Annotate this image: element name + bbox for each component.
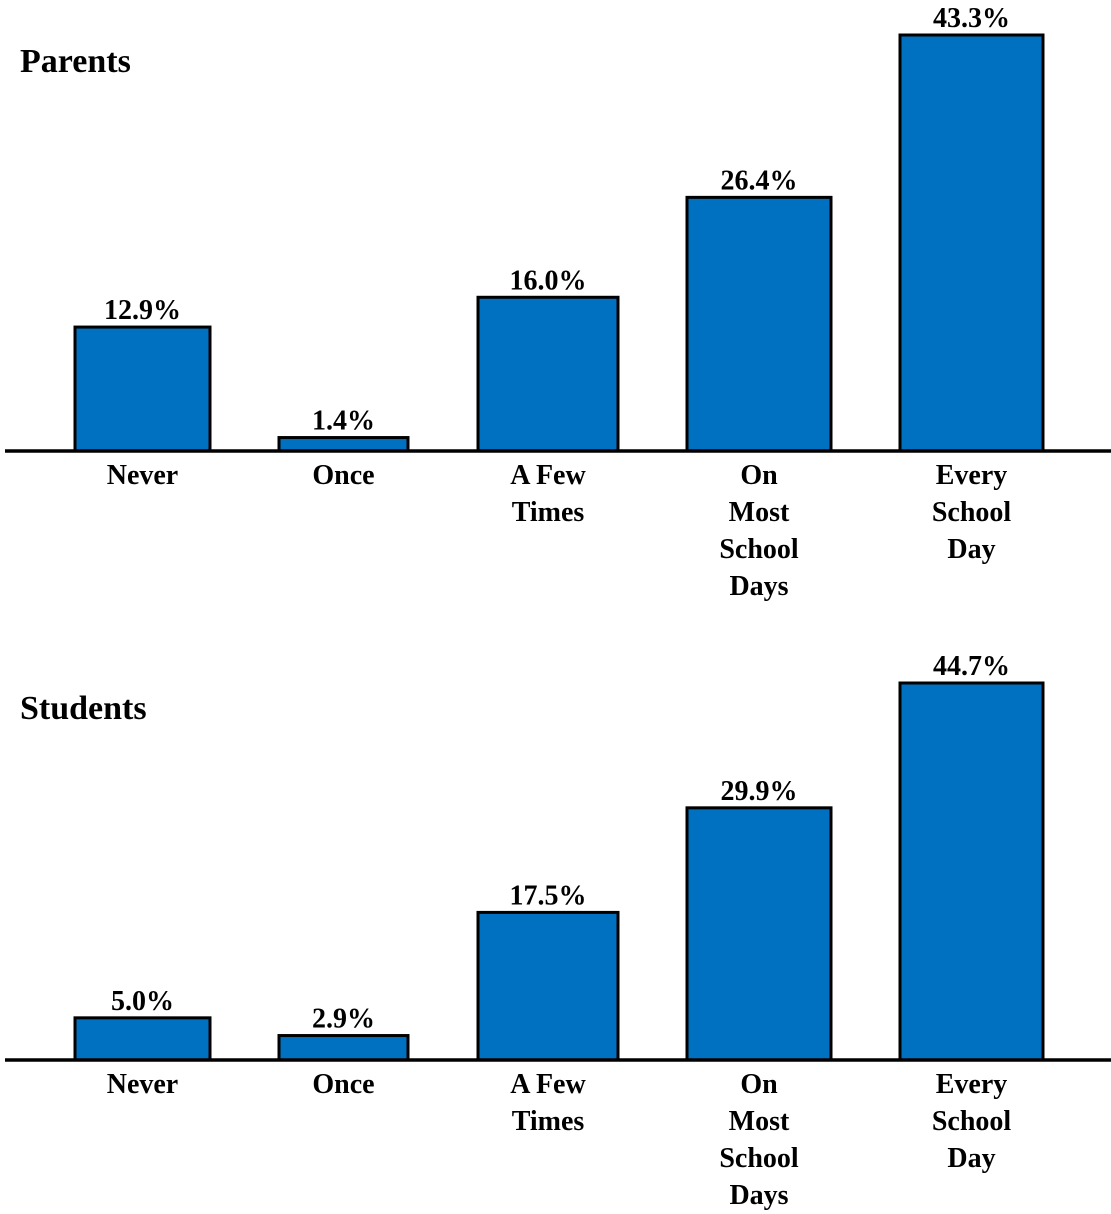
data-label: 5.0% <box>111 986 174 1017</box>
bar <box>73 1016 212 1062</box>
x-tick-label: Times <box>512 497 585 528</box>
x-tick-label: A Few <box>510 1069 586 1100</box>
bar <box>685 806 833 1062</box>
x-tick-label: School <box>719 1143 799 1174</box>
data-label: 1.4% <box>312 406 375 437</box>
data-label: 16.0% <box>510 265 587 296</box>
x-tick-label: School <box>932 1106 1012 1137</box>
bar <box>73 325 212 453</box>
x-tick-label: School <box>719 534 799 565</box>
panel-title: Parents <box>20 43 131 80</box>
x-tick-label: School <box>932 497 1012 528</box>
x-tick-label: A Few <box>510 460 586 491</box>
x-tick-label: Once <box>312 460 374 491</box>
data-label: 12.9% <box>104 295 181 326</box>
x-tick-label: Never <box>107 460 179 491</box>
x-tick-label: Most <box>729 1106 790 1137</box>
data-label: 44.7% <box>933 651 1010 682</box>
data-label: 26.4% <box>721 165 798 196</box>
bar <box>476 910 620 1062</box>
x-tick-label: Times <box>512 1106 585 1137</box>
bar <box>898 681 1045 1062</box>
bar <box>277 1034 410 1062</box>
data-label: 29.9% <box>721 776 798 807</box>
x-tick-label: Never <box>107 1069 179 1100</box>
x-tick-label: On <box>740 460 778 491</box>
data-label: 2.9% <box>312 1004 375 1035</box>
x-tick-label: On <box>740 1069 778 1100</box>
bar <box>476 295 620 453</box>
x-tick-label: Most <box>729 497 790 528</box>
bar <box>277 436 410 453</box>
x-tick-label: Days <box>729 571 788 602</box>
x-tick-label: Day <box>947 534 995 565</box>
bar <box>685 195 833 453</box>
data-label: 17.5% <box>510 880 587 911</box>
x-tick-label: Days <box>729 1180 788 1211</box>
x-tick-label: Every <box>936 460 1008 491</box>
data-label: 43.3% <box>933 3 1010 34</box>
x-tick-label: Day <box>947 1143 995 1174</box>
x-tick-label: Once <box>312 1069 374 1100</box>
panel-title: Students <box>20 690 147 727</box>
bar <box>898 33 1045 453</box>
x-tick-label: Every <box>936 1069 1008 1100</box>
